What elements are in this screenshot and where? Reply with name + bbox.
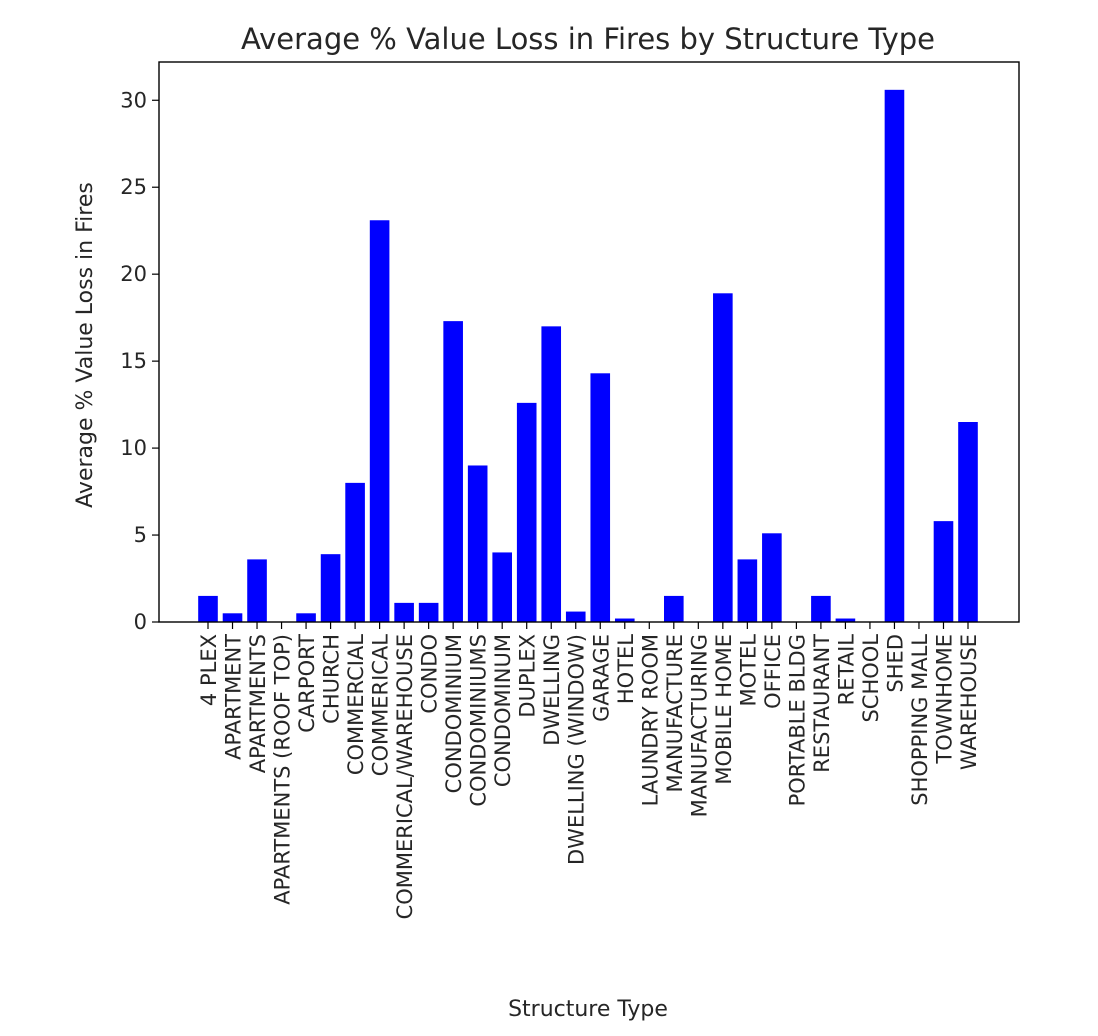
y-axis-ticks: 0 5 10 15 20 25 30 [120,88,159,634]
x-tick-label: WAREHOUSE [957,634,981,770]
x-tick-label: CONDOMINIUM [442,634,466,793]
x-tick-label: LAUNDRY ROOM [638,634,662,806]
bar-21 [713,293,733,622]
bar-25 [811,595,831,622]
x-tick-label: DUPLEX [516,634,540,718]
bar-8 [394,602,414,622]
x-tick-label: DWELLING [540,634,564,746]
y-tick-label: 5 [134,523,147,547]
x-tick-label: OFFICE [761,634,785,709]
x-tick-label: GARAGE [589,634,613,722]
x-tick-label: RESTAURANT [810,634,834,773]
x-tick-label: HOTEL [614,634,638,704]
y-tick-label: 30 [120,88,147,112]
bar-11 [467,465,488,622]
x-tick-label: APARTMENTS [246,634,270,773]
bar-1 [222,613,243,622]
y-axis-label: Average % Value Loss in Fires [73,182,98,508]
x-tick-label: APARTMENTS (ROOF TOP) [271,634,295,905]
x-tick-label: CONDOMINUM [491,634,515,787]
bar-19 [664,595,684,622]
x-tick-label: MOBILE HOME [712,634,736,785]
x-tick-label: MANUFACTURING [687,634,711,817]
y-tick-label: 15 [120,349,147,373]
x-tick-label: PORTABLE BLDG [785,634,809,806]
x-tick-label: COMMERICAL [369,634,393,777]
x-tick-label: MOTEL [736,634,760,707]
bar-4 [296,613,316,622]
x-tick-label: COMMERCIAL [344,634,368,775]
x-tick-label: MANUFACTURE [663,634,687,792]
x-tick-label: SCHOOL [859,634,883,723]
bar-12 [492,552,512,622]
x-tick-label: 4 PLEX [197,634,221,706]
x-tick-label: RETAIL [834,634,858,706]
bar-31 [958,422,978,622]
y-tick-label: 20 [120,262,147,286]
x-axis-ticks: 4 PLEX APARTMENT APARTMENTS APARTMENTS (ROO… [197,622,981,919]
bar-5 [320,554,341,622]
chart-title: Average % Value Loss in Fires by Structu… [241,22,935,56]
bar-14 [541,326,562,622]
bar-23 [762,533,782,622]
bar-28 [884,89,905,622]
bars-layer [198,89,978,622]
bar-16 [590,373,611,622]
x-tick-label: CHURCH [320,634,344,724]
plot-area-frame [158,61,1020,623]
bar-2 [247,559,267,622]
bar-26 [835,618,856,622]
x-tick-label: SHED [883,634,907,693]
x-tick-label: DWELLING (WINDOW) [565,634,589,865]
bar-15 [565,611,586,622]
bar-30 [933,521,954,622]
x-tick-label: CARPORT [295,634,319,733]
y-tick-label: 25 [120,175,147,199]
bar-0 [198,595,218,622]
bar-9 [418,602,439,622]
x-tick-label: CONDOMINIUMS [467,634,491,807]
bar-7 [369,220,390,622]
bar-17 [614,618,635,622]
y-tick-label: 0 [134,610,147,634]
x-tick-label: APARTMENT [222,634,246,760]
x-tick-label: SHOPPING MALL [908,634,932,806]
x-tick-label: TOWNHOME [932,634,956,765]
bar-13 [516,402,537,622]
bar-22 [737,559,758,622]
bar-6 [345,482,365,622]
x-tick-label: CONDO [418,634,442,714]
bar-10 [443,321,463,622]
x-axis-label: Structure Type [508,997,668,1022]
y-tick-label: 10 [120,436,147,460]
x-tick-label: COMMERICAL/WAREHOUSE [393,634,417,919]
